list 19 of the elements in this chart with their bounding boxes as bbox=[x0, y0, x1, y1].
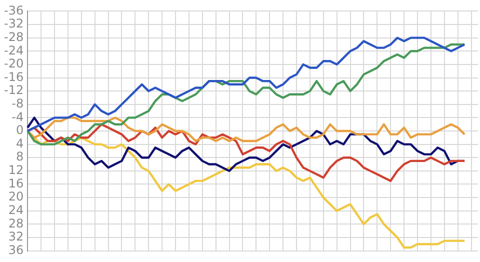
y-tick-label: -24 bbox=[4, 43, 24, 58]
y-tick-label: -4 bbox=[12, 110, 24, 124]
y-tick-label: -36 bbox=[4, 3, 24, 18]
y-tick-label: 0 bbox=[16, 123, 24, 138]
y-tick-label: -32 bbox=[4, 16, 24, 31]
y-tick-label: -8 bbox=[12, 96, 24, 111]
y-tick-label: 8 bbox=[16, 150, 24, 164]
y-tick-label: -28 bbox=[4, 30, 24, 44]
y-tick-label: -16 bbox=[4, 70, 24, 84]
y-tick-label: 16 bbox=[8, 176, 24, 190]
y-tick-label: 28 bbox=[8, 216, 24, 230]
y-tick-label: -20 bbox=[4, 56, 24, 71]
y-tick-label: 20 bbox=[8, 190, 24, 204]
y-tick-label: 36 bbox=[8, 242, 24, 257]
y-tick-label: 32 bbox=[8, 230, 24, 244]
y-tick-label: -12 bbox=[4, 83, 24, 98]
y-tick-label: 12 bbox=[8, 163, 24, 178]
y-tick-label: 4 bbox=[16, 136, 24, 150]
y-tick-label: 24 bbox=[8, 202, 24, 217]
